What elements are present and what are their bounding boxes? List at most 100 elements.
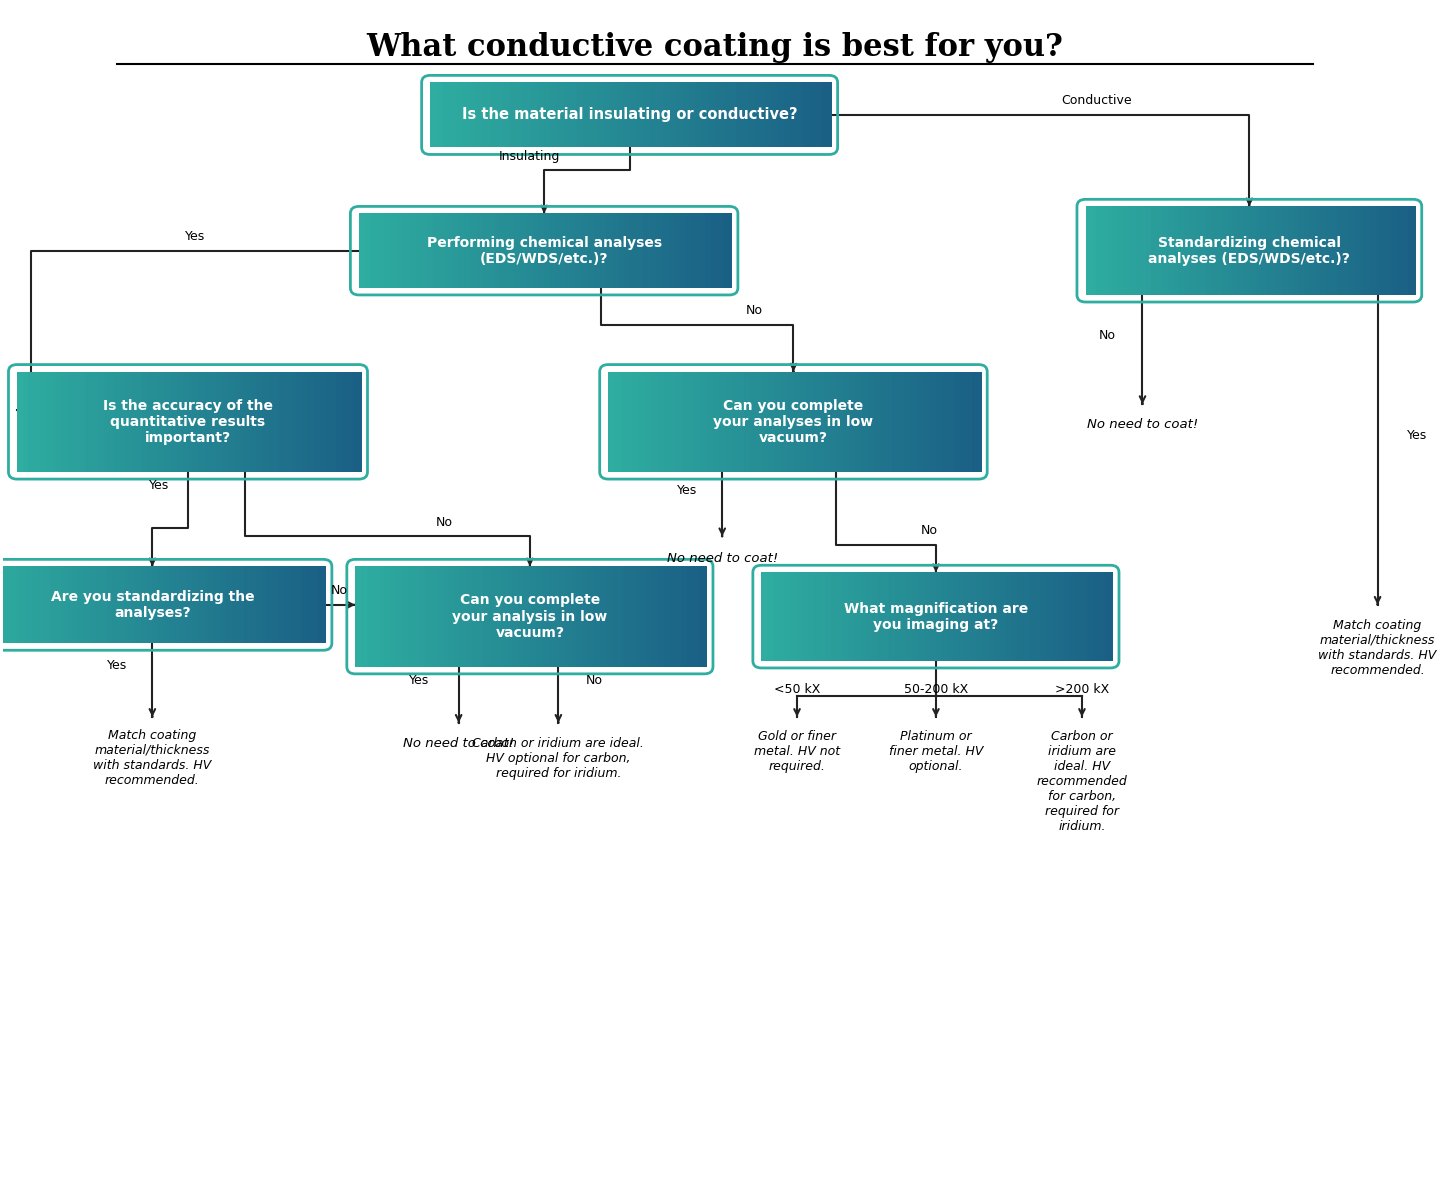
Bar [687, 567, 696, 667]
Bar [413, 567, 422, 667]
Bar [257, 371, 265, 472]
Bar [689, 83, 699, 147]
Bar [1337, 206, 1346, 295]
Bar [725, 371, 735, 472]
Bar [566, 567, 573, 667]
Bar [676, 567, 684, 667]
Bar [188, 371, 197, 472]
Bar [489, 213, 497, 288]
Bar [757, 371, 766, 472]
Bar [1088, 573, 1096, 661]
Bar [371, 213, 380, 288]
Bar [107, 567, 116, 643]
Bar [703, 83, 712, 147]
Bar [880, 371, 889, 472]
Bar [1082, 573, 1090, 661]
Bar [1047, 573, 1056, 661]
Bar [267, 567, 276, 643]
Bar [658, 567, 667, 667]
Bar [525, 213, 535, 288]
Bar [289, 567, 297, 643]
Bar [420, 213, 429, 288]
Bar [86, 371, 94, 472]
Bar [396, 213, 405, 288]
Bar [483, 213, 492, 288]
Bar [708, 371, 716, 472]
Bar [577, 83, 586, 147]
Bar [664, 371, 673, 472]
Bar [911, 371, 919, 472]
Bar [819, 573, 828, 661]
Text: No: No [436, 516, 452, 529]
Bar [523, 567, 532, 667]
Bar [796, 573, 805, 661]
Bar [600, 213, 609, 288]
Bar [1173, 206, 1182, 295]
Bar [802, 83, 812, 147]
Bar [245, 371, 254, 472]
Bar [900, 573, 909, 661]
Bar [790, 573, 799, 661]
Bar [1130, 206, 1137, 295]
Bar [1093, 573, 1102, 661]
Bar [1151, 206, 1160, 295]
Bar [123, 567, 132, 643]
Text: Can you complete
your analysis in low
vacuum?: Can you complete your analysis in low va… [452, 593, 608, 639]
Bar [948, 371, 957, 472]
Bar [657, 83, 666, 147]
Bar [409, 213, 418, 288]
Bar [750, 371, 760, 472]
Bar [650, 213, 658, 288]
Bar [770, 83, 779, 147]
Bar [294, 567, 303, 643]
Bar [1157, 206, 1164, 295]
Bar [837, 573, 845, 661]
Bar [621, 371, 629, 472]
Bar [1108, 206, 1115, 295]
Bar [251, 371, 260, 472]
Bar [642, 213, 652, 288]
Bar [719, 371, 728, 472]
Bar [445, 213, 454, 288]
Bar [402, 567, 410, 667]
Bar [1392, 206, 1399, 295]
Bar [796, 83, 805, 147]
Bar [1325, 206, 1334, 295]
Bar [23, 371, 32, 472]
Bar [850, 371, 858, 472]
Bar [848, 573, 857, 661]
Bar [1408, 206, 1417, 295]
Bar [203, 567, 212, 643]
Bar [29, 371, 36, 472]
Bar [1364, 206, 1372, 295]
Bar [551, 213, 560, 288]
Bar [1179, 206, 1186, 295]
Bar [709, 83, 719, 147]
Bar [72, 567, 81, 643]
Bar [261, 567, 270, 643]
Bar [658, 371, 667, 472]
Bar [755, 83, 766, 147]
Bar [1293, 206, 1301, 295]
Bar [512, 567, 521, 667]
Bar [49, 567, 58, 643]
Bar [384, 567, 393, 667]
Bar [146, 567, 155, 643]
Bar [689, 371, 697, 472]
Bar [523, 83, 532, 147]
Bar [74, 371, 83, 472]
Bar [637, 83, 645, 147]
Bar [732, 371, 741, 472]
Bar [450, 83, 460, 147]
Bar [831, 371, 840, 472]
Bar [61, 567, 70, 643]
Bar [966, 371, 976, 472]
Bar [867, 371, 877, 472]
Bar [458, 213, 467, 288]
Bar [929, 371, 938, 472]
Bar [618, 567, 626, 667]
Bar [837, 371, 845, 472]
Bar [307, 371, 316, 472]
Bar [977, 573, 986, 661]
Bar [494, 213, 503, 288]
